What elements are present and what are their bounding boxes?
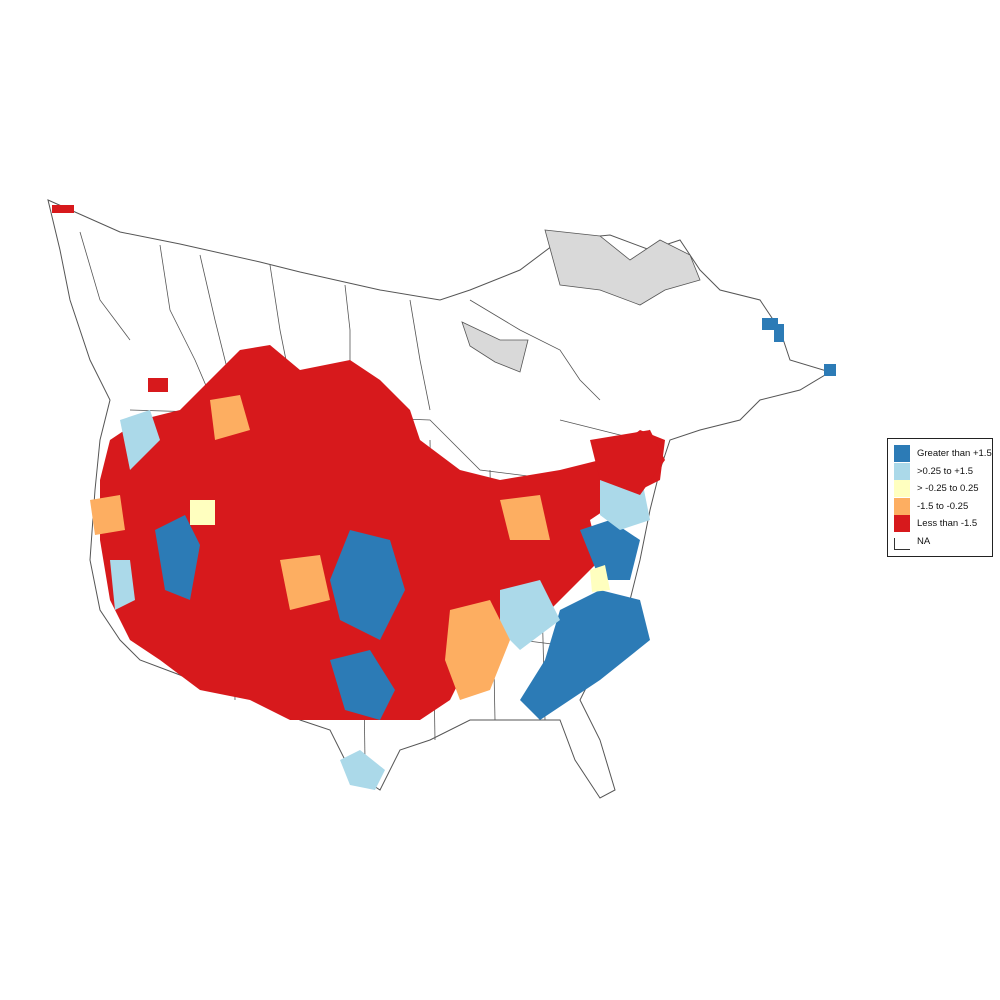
map-region-neg0-25-to-0-25 <box>190 500 215 525</box>
map-region-greater-than-1-5 <box>155 515 200 600</box>
map-region-greater-than-1-5 <box>330 650 395 720</box>
legend-swatch <box>894 515 910 533</box>
legend-label: Greater than +1.5 <box>917 448 992 460</box>
map-region-neg1-5-to-neg0-25 <box>280 555 330 610</box>
legend-item-greater-than-1-5: Greater than +1.5 <box>894 445 992 463</box>
map-legend: Greater than +1.5 >0.25 to +1.5 > -0.25 … <box>887 438 993 557</box>
map-region-greater-than-1-5 <box>580 520 640 580</box>
legend-swatch <box>894 480 910 498</box>
legend-swatch <box>894 497 910 515</box>
map-region-neg0-25-to-0-25 <box>590 565 610 592</box>
legend-item-na: NA <box>894 533 992 551</box>
map-region-neg1-5-to-neg0-25 <box>500 495 550 540</box>
legend-label: Less than -1.5 <box>917 518 978 530</box>
legend-item-neg1-5-to-neg0-25: -1.5 to -0.25 <box>894 497 992 516</box>
map-region-neg1-5-to-neg0-25 <box>210 395 250 440</box>
map-region-neg1-5-to-neg0-25 <box>90 495 125 535</box>
map-region-neg1-5-to-neg0-25 <box>445 600 510 700</box>
legend-swatch <box>894 445 910 463</box>
legend-swatch <box>894 462 910 480</box>
map-region-0-25-to-1-5 <box>500 580 560 650</box>
map-data-cells <box>52 205 836 790</box>
map-region-less-than-neg1-5 <box>52 205 74 213</box>
map-region-0-25-to-1-5 <box>110 560 135 610</box>
legend-swatch <box>894 537 910 550</box>
legend-label: > -0.25 to 0.25 <box>917 483 979 495</box>
map-region-0-25-to-1-5 <box>340 750 385 790</box>
no-data-region-quebec <box>544 229 701 306</box>
legend-label: -1.5 to -0.25 <box>917 500 969 512</box>
legend-item-0-25-to-1-5: >0.25 to +1.5 <box>894 462 992 481</box>
map-region-less-than-neg1-5 <box>590 430 665 495</box>
no-data-region-ontario <box>461 321 529 373</box>
map-region-greater-than-1-5 <box>520 590 650 720</box>
map-region-greater-than-1-5 <box>824 364 836 376</box>
map-region-greater-than-1-5 <box>330 530 405 640</box>
legend-label: NA <box>917 535 931 547</box>
legend-label: >0.25 to +1.5 <box>917 465 973 477</box>
legend-item-neg0-25-to-0-25: > -0.25 to 0.25 <box>894 480 992 498</box>
map-region-0-25-to-1-5 <box>120 410 160 470</box>
legend-item-less-than-neg1-5: Less than -1.5 <box>894 515 992 533</box>
map-region-greater-than-1-5 <box>774 324 784 342</box>
map-region-less-than-neg1-5 <box>148 378 168 392</box>
